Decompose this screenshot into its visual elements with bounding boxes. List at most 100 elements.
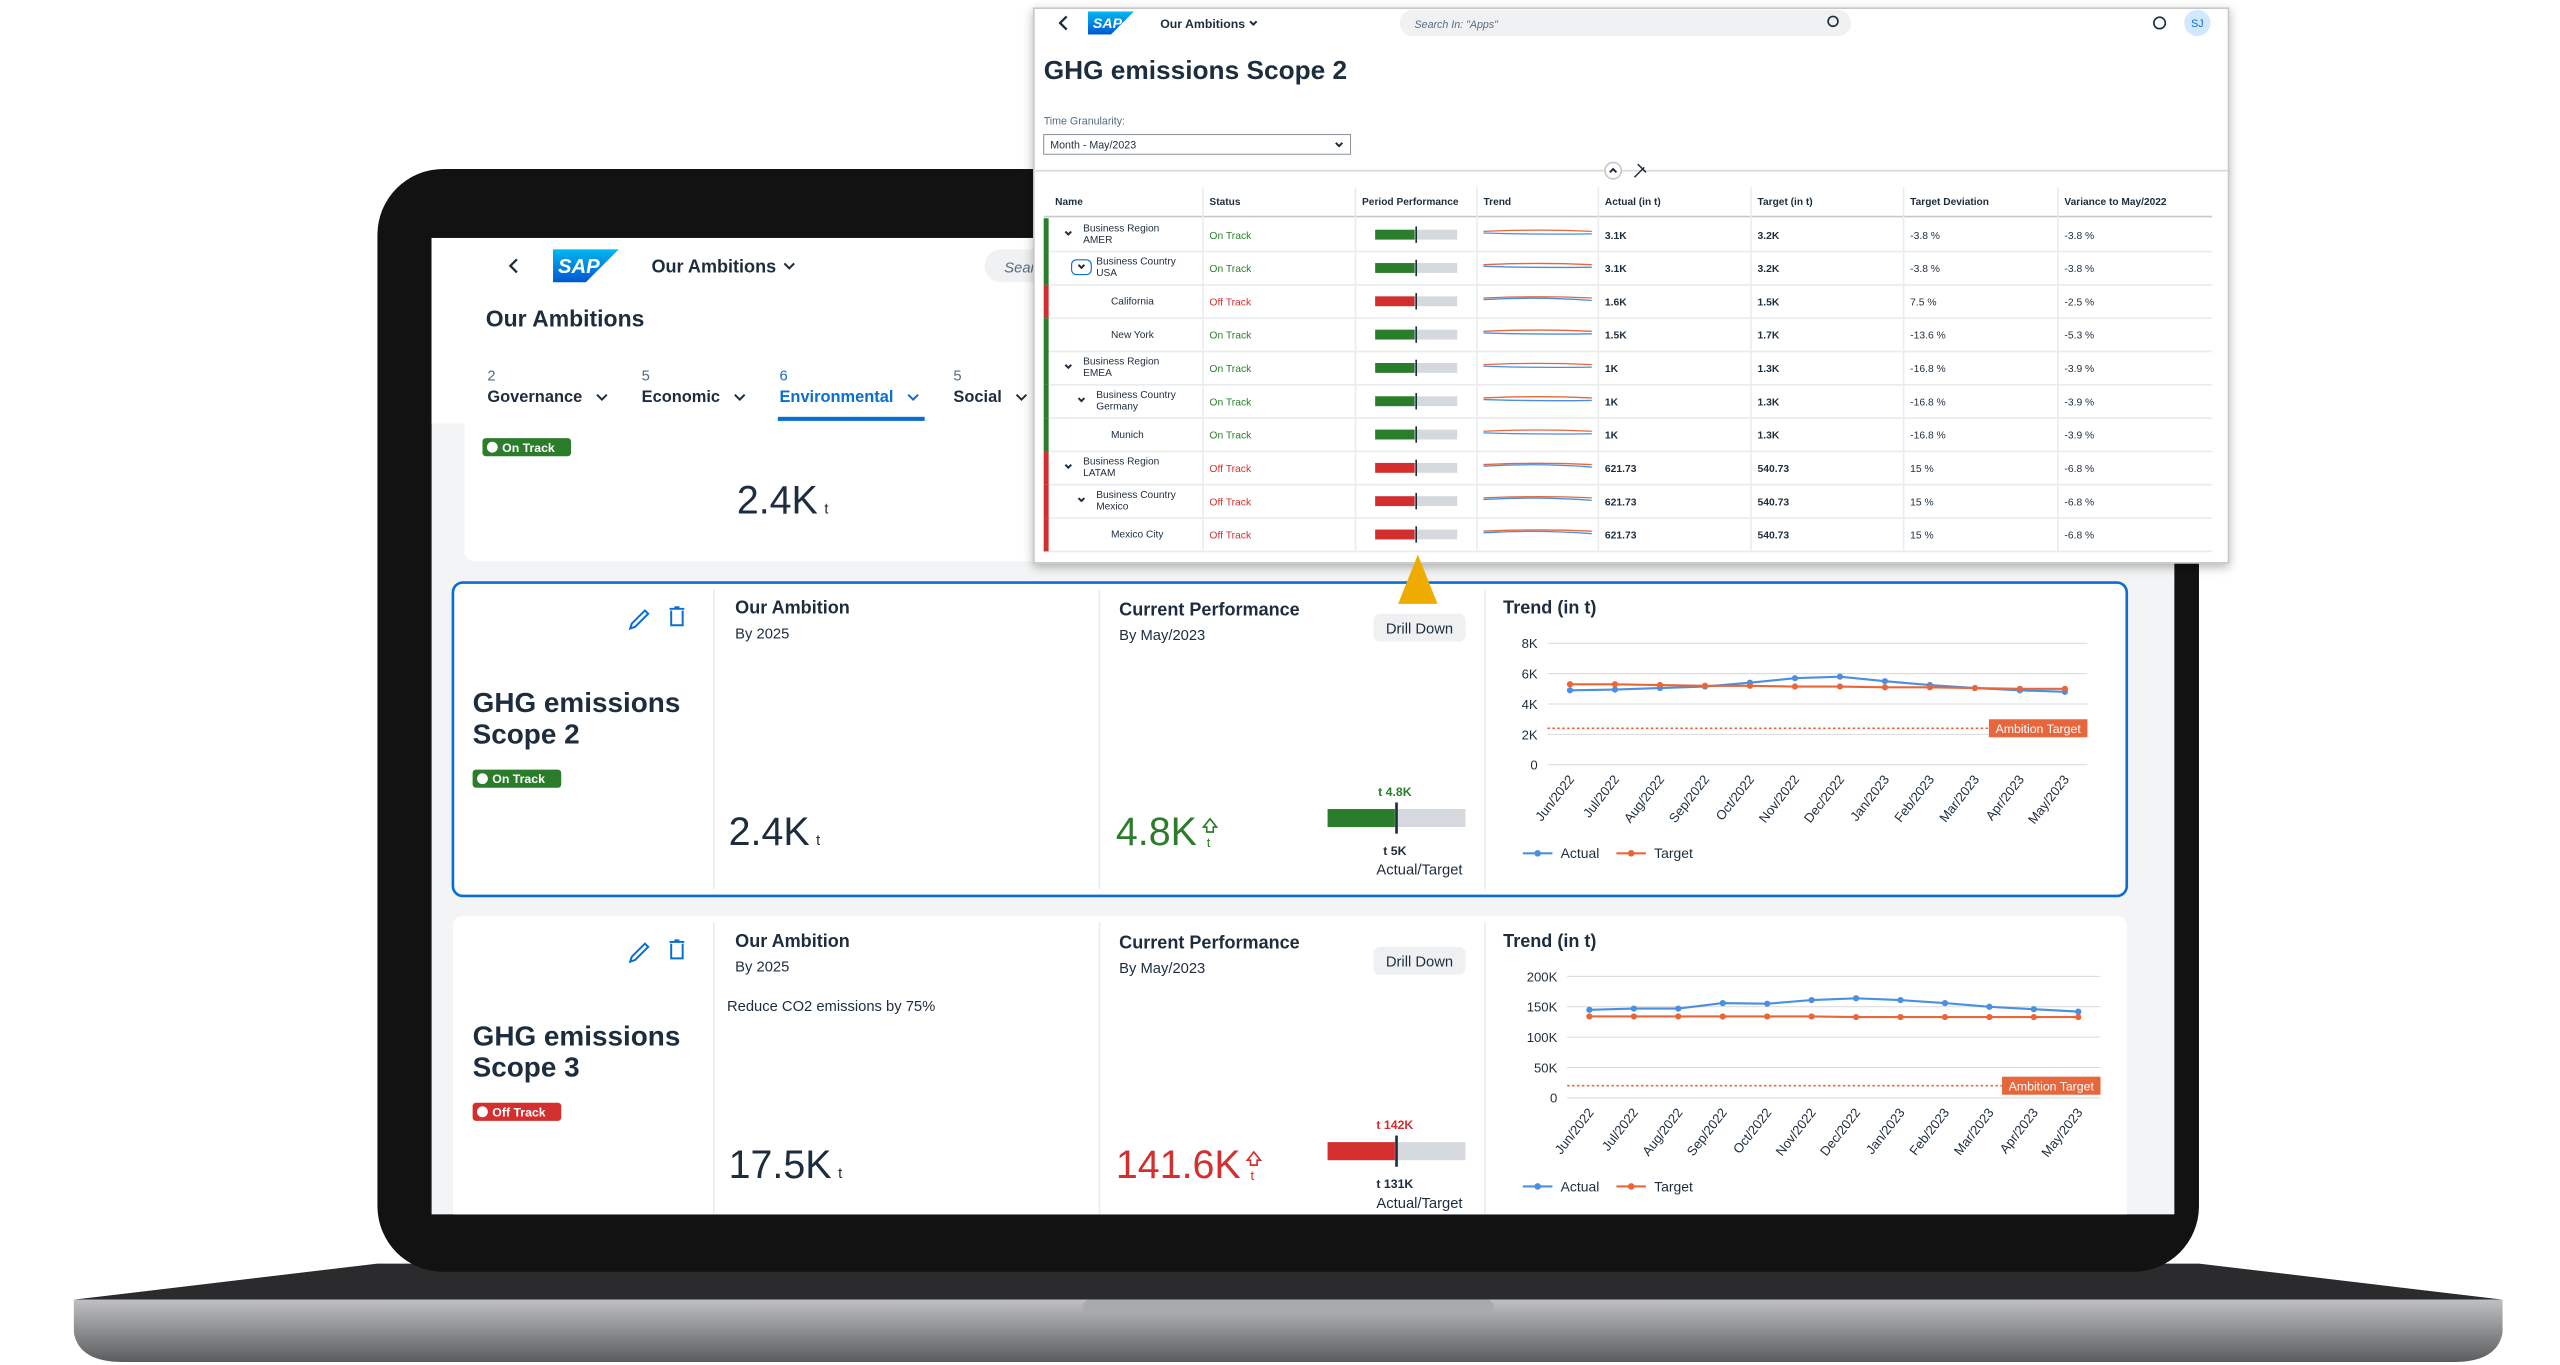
row-name: New York — [1111, 330, 1155, 341]
granularity-select[interactable] — [1043, 134, 1352, 155]
performance-fill — [1375, 462, 1415, 473]
row-variance: -3.8 % — [2064, 231, 2094, 242]
laptop-notch — [1083, 1299, 1494, 1315]
pin-button[interactable] — [1633, 163, 1647, 178]
trend-point — [2061, 685, 2069, 692]
card-background — [452, 915, 2127, 1215]
card: GHG emissions Scope 3 Off Track Our Ambiti… — [452, 915, 2127, 1215]
bullet-target-label: t 131K — [1376, 1177, 1413, 1191]
kpi-value: 4.8K — [1116, 810, 1197, 854]
performance-fill — [1375, 396, 1415, 407]
trend-point — [1719, 1000, 1726, 1007]
chevron-down — [1077, 264, 1086, 270]
sparkline-actual — [1483, 332, 1592, 335]
legend-label: Target — [1654, 1178, 1693, 1194]
help-button[interactable] — [2153, 16, 2167, 30]
performance-fill — [1375, 362, 1415, 373]
trend-point — [2030, 1013, 2037, 1021]
row-name: Business Country — [1096, 490, 1177, 501]
sparkline-target — [1483, 396, 1592, 399]
trend-point — [1836, 683, 1844, 690]
search-placeholder: Search In: "Apps" — [1415, 19, 1500, 31]
ambition-by: By 2025 — [735, 626, 789, 642]
sparkline-target — [1483, 529, 1592, 532]
edit-icon[interactable] — [628, 609, 650, 631]
drill-down-label[interactable]: Drill Down — [1386, 621, 1453, 637]
card-title-box: GHG emissions Scope 2 — [473, 688, 681, 750]
status-badge — [472, 769, 562, 788]
search-field[interactable] — [1399, 9, 1852, 37]
bullet-target-label: t 5K — [1383, 844, 1406, 858]
sparkline-actual — [1483, 398, 1592, 402]
edit-icon[interactable] — [628, 942, 650, 964]
kpi-unit: t — [838, 1166, 842, 1182]
card-title: GHG emissions Scope 3 — [472, 1020, 681, 1084]
sap-logo — [1088, 11, 1134, 35]
drill-down-button[interactable] — [1373, 613, 1466, 642]
sparkline-actual — [1483, 365, 1592, 369]
chevron-down — [1064, 364, 1072, 370]
tab-label[interactable]: Governance — [487, 388, 582, 406]
row-variance: -3.9 % — [2064, 364, 2094, 375]
trend-point — [1566, 681, 1574, 688]
row-name: Germany — [1096, 401, 1139, 412]
legend-label: Actual — [1561, 1178, 1600, 1194]
bullet-caption: Actual/Target — [1376, 1196, 1462, 1212]
back-button[interactable] — [1058, 15, 1068, 31]
chevron-down — [783, 262, 795, 270]
kpi-value: 2.4K — [737, 479, 818, 523]
bullet-actual — [1327, 809, 1395, 828]
ambition-label-box — [2002, 1076, 2101, 1095]
tab-label[interactable]: Environmental — [779, 388, 893, 406]
avatar-initials: SJ — [2191, 18, 2203, 30]
chevron-down — [1064, 230, 1072, 236]
row-target: 1.7K — [1758, 331, 1780, 342]
row-status-bar — [1043, 484, 1049, 519]
trend-point — [1566, 687, 1574, 694]
sparkline-actual — [1483, 497, 1592, 502]
sparkline-actual — [1483, 232, 1592, 235]
row-variance: -3.9 % — [2064, 431, 2094, 442]
column-header: Name — [1055, 197, 1083, 208]
row-status-bar — [1043, 384, 1049, 419]
row-name: Business Region — [1083, 457, 1159, 468]
ambition-description: Reduce CO2 emissions by 75% — [727, 999, 935, 1015]
row-status: Off Track — [1209, 531, 1252, 542]
tab-label[interactable]: Economic — [642, 388, 720, 406]
row-actual: 1K — [1605, 364, 1619, 375]
trend-point — [1986, 1003, 1993, 1010]
laptop-deck — [73, 1263, 2503, 1300]
avatar[interactable] — [2184, 9, 2211, 37]
trend-point — [1852, 1013, 1860, 1021]
trend-title: Trend (in t) — [1503, 598, 1596, 618]
row-status: Off Track — [1209, 297, 1252, 308]
sparkline-target — [1483, 496, 1592, 499]
trend-point — [2075, 1013, 2082, 1021]
back-button[interactable] — [508, 258, 518, 274]
trend-point — [1611, 681, 1619, 688]
sap-logo-text: SAP — [558, 256, 600, 278]
row-variance: -6.8 % — [2064, 497, 2094, 508]
trend-line — [1589, 997, 2079, 1013]
row-target: 3.2K — [1758, 264, 1780, 275]
drill-down-label[interactable]: Drill Down — [1386, 955, 1453, 971]
kpi-unit: t — [824, 502, 828, 518]
delete-icon[interactable] — [669, 606, 685, 627]
row-name: Mexico City — [1111, 530, 1164, 541]
trend-point — [1611, 686, 1619, 693]
performance-heading: Current Performance — [1119, 599, 1300, 619]
row-status: On Track — [1209, 231, 1252, 242]
column-header: Status — [1209, 197, 1240, 208]
row-target: 1.3K — [1758, 364, 1780, 375]
status-icon — [477, 773, 488, 785]
expand-button[interactable] — [1071, 259, 1092, 276]
collapse-button[interactable] — [1604, 161, 1623, 180]
legend-label: Actual — [1561, 845, 1600, 861]
drill-down-button[interactable] — [1373, 946, 1466, 975]
row-deviation: 7.5 % — [1910, 297, 1936, 308]
delete-icon[interactable] — [669, 939, 685, 960]
row-deviation: -13.6 % — [1910, 331, 1946, 342]
chevron-down — [1015, 393, 1028, 401]
tab-label[interactable]: Social — [953, 388, 1001, 406]
